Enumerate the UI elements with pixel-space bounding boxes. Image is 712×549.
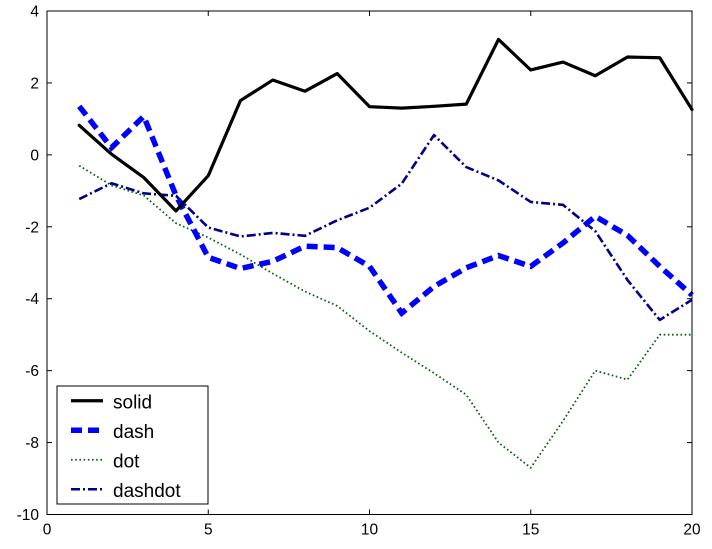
svg-text:2: 2: [30, 75, 39, 92]
svg-text:-8: -8: [25, 435, 39, 452]
svg-text:0: 0: [43, 522, 52, 539]
svg-text:-2: -2: [25, 219, 39, 236]
svg-text:dash: dash: [113, 422, 154, 443]
svg-text:4: 4: [30, 4, 39, 21]
svg-text:0: 0: [30, 147, 39, 164]
svg-text:10: 10: [361, 522, 379, 539]
svg-text:dot: dot: [113, 451, 140, 472]
svg-text:-10: -10: [17, 507, 40, 524]
svg-text:20: 20: [683, 522, 701, 539]
svg-text:-6: -6: [25, 363, 39, 380]
svg-text:-4: -4: [25, 291, 39, 308]
svg-text:dashdot: dashdot: [113, 481, 181, 502]
svg-text:solid: solid: [113, 392, 152, 413]
svg-text:5: 5: [204, 522, 213, 539]
svg-text:15: 15: [522, 522, 539, 539]
